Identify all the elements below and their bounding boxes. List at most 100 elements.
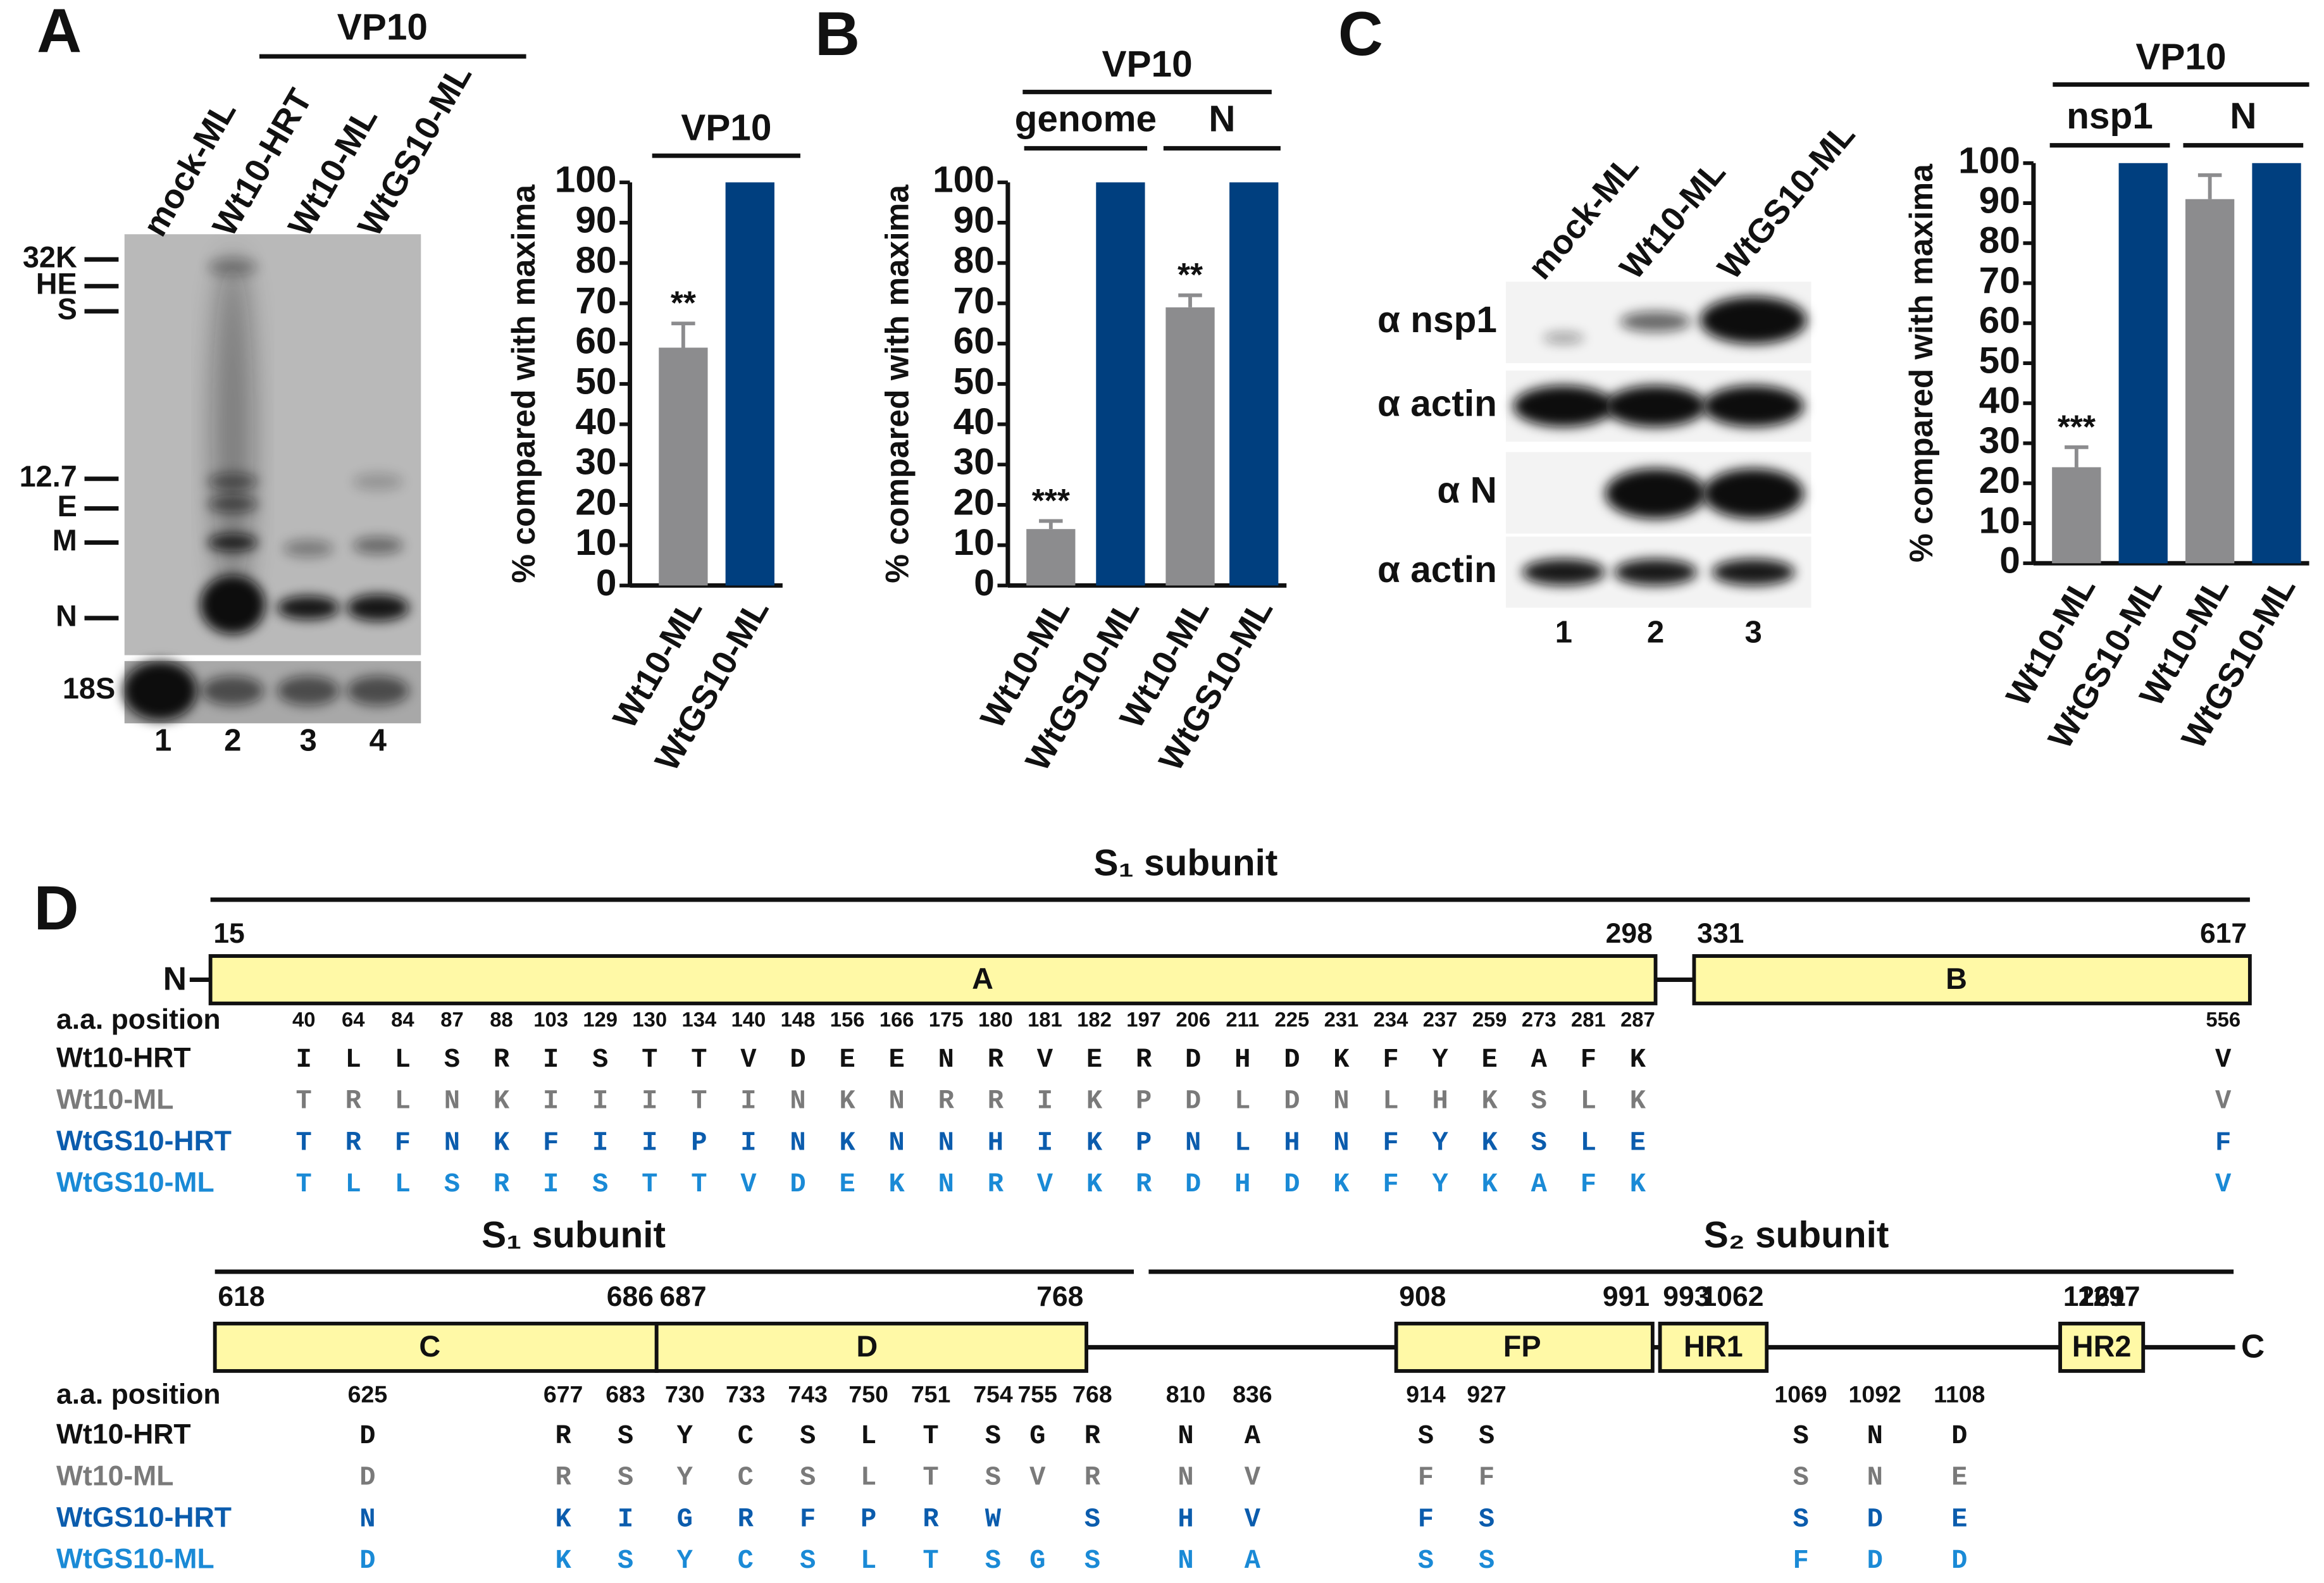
domain bbox=[1394, 1322, 1655, 1373]
residue: D bbox=[1867, 1546, 1883, 1576]
residue: I bbox=[543, 1169, 559, 1200]
position: 1092 bbox=[1849, 1381, 1901, 1408]
residue: D bbox=[790, 1045, 805, 1075]
residue: N bbox=[1178, 1421, 1193, 1451]
domain-start: 1261 bbox=[2063, 1281, 2126, 1312]
position: 927 bbox=[1467, 1381, 1507, 1408]
residue: K bbox=[555, 1504, 571, 1534]
position: 88 bbox=[490, 1008, 513, 1031]
band bbox=[1513, 385, 1614, 427]
y-tick-label: 70 bbox=[954, 280, 995, 321]
residue: T bbox=[296, 1086, 312, 1117]
marker-label: 32K bbox=[23, 240, 77, 273]
residue: H bbox=[1432, 1086, 1448, 1117]
residue: K bbox=[494, 1086, 510, 1117]
residue: L bbox=[395, 1045, 411, 1075]
residue: T bbox=[691, 1169, 707, 1200]
domain bbox=[208, 954, 1658, 1005]
residue: Y bbox=[677, 1421, 693, 1451]
residue: Y bbox=[677, 1463, 693, 1493]
residue: T bbox=[296, 1169, 312, 1200]
residue: I bbox=[543, 1045, 559, 1075]
domain-start: 993 bbox=[1663, 1281, 1710, 1312]
residue: V bbox=[2215, 1086, 2232, 1117]
position: 148 bbox=[781, 1008, 816, 1031]
residue: S bbox=[592, 1045, 608, 1075]
residue: R bbox=[555, 1463, 571, 1493]
domain bbox=[1658, 1322, 1769, 1373]
strain-name: Wt10-ML bbox=[56, 1460, 173, 1491]
y-tick-label: 90 bbox=[1979, 180, 2020, 221]
position: 287 bbox=[1620, 1008, 1655, 1031]
domain-end: 1062 bbox=[1701, 1281, 1764, 1312]
residue: N bbox=[1333, 1127, 1349, 1158]
residue: Y bbox=[677, 1546, 693, 1576]
residue: I bbox=[592, 1127, 608, 1158]
domain-name: D bbox=[856, 1330, 878, 1363]
residue: N bbox=[1178, 1546, 1193, 1576]
residue: W bbox=[985, 1504, 1002, 1534]
panel-label: B bbox=[815, 0, 860, 68]
position: 556 bbox=[2206, 1008, 2240, 1031]
residue: D bbox=[359, 1421, 375, 1451]
strain-name: WtGS10-ML bbox=[56, 1543, 214, 1574]
residue: E bbox=[1482, 1045, 1498, 1075]
position: 743 bbox=[788, 1381, 828, 1408]
residue: R bbox=[988, 1045, 1004, 1075]
residue: L bbox=[861, 1421, 876, 1451]
position-label: a.a. position bbox=[56, 1379, 221, 1410]
position: 181 bbox=[1028, 1008, 1062, 1031]
residue: N bbox=[790, 1127, 805, 1158]
residue: F bbox=[2215, 1127, 2231, 1158]
domain-start: 618 bbox=[218, 1281, 264, 1312]
marker-label: S bbox=[58, 292, 77, 325]
marker-label: E bbox=[58, 490, 77, 523]
lane-number: 2 bbox=[224, 723, 241, 758]
y-tick-label: 40 bbox=[575, 401, 616, 442]
residue: N bbox=[790, 1086, 805, 1117]
residue: P bbox=[1136, 1127, 1152, 1158]
residue: K bbox=[1086, 1127, 1103, 1158]
residue: A bbox=[1245, 1421, 1261, 1451]
residue: V bbox=[1029, 1463, 1046, 1493]
y-tick-label: 30 bbox=[1979, 420, 2020, 461]
band bbox=[201, 676, 264, 706]
residue: V bbox=[1245, 1504, 1261, 1534]
row-label: α actin bbox=[1377, 383, 1497, 424]
y-axis-label: % compared with maxima bbox=[505, 185, 542, 583]
blot-header: VP10 bbox=[337, 6, 428, 47]
residue: L bbox=[861, 1463, 876, 1493]
y-tick-label: 100 bbox=[1958, 140, 2020, 181]
band bbox=[1620, 311, 1691, 332]
bar bbox=[659, 347, 708, 586]
residue: D bbox=[1951, 1421, 1967, 1451]
residue: S bbox=[1531, 1086, 1547, 1117]
residue: D bbox=[359, 1463, 375, 1493]
residue: G bbox=[677, 1504, 693, 1534]
residue: N bbox=[1333, 1086, 1349, 1117]
terminus: N bbox=[163, 960, 187, 996]
position: 87 bbox=[440, 1008, 463, 1031]
position: 130 bbox=[632, 1008, 667, 1031]
residue: K bbox=[555, 1546, 571, 1576]
error-bar bbox=[671, 321, 695, 348]
domain-name: HR2 bbox=[2072, 1330, 2132, 1363]
lane-number: 3 bbox=[300, 723, 317, 758]
y-axis-label: % compared with maxima bbox=[1903, 164, 1939, 562]
row-label: α actin bbox=[1377, 549, 1497, 590]
residue: L bbox=[1234, 1127, 1250, 1158]
marker-label: HE bbox=[36, 268, 77, 301]
residue: K bbox=[839, 1086, 855, 1117]
y-tick-label: 100 bbox=[555, 159, 617, 201]
residue: F bbox=[1581, 1045, 1596, 1075]
y-tick-label: 80 bbox=[954, 240, 995, 281]
residue: K bbox=[1482, 1127, 1498, 1158]
bar bbox=[2185, 199, 2235, 564]
position: 273 bbox=[1522, 1008, 1557, 1031]
y-tick-label: 70 bbox=[1979, 260, 2020, 301]
residue: N bbox=[889, 1086, 905, 1117]
lane-label: WtGS10-ML bbox=[1710, 116, 1862, 287]
error-bar bbox=[1039, 519, 1063, 530]
position: 234 bbox=[1374, 1008, 1408, 1031]
band bbox=[1703, 385, 1804, 427]
